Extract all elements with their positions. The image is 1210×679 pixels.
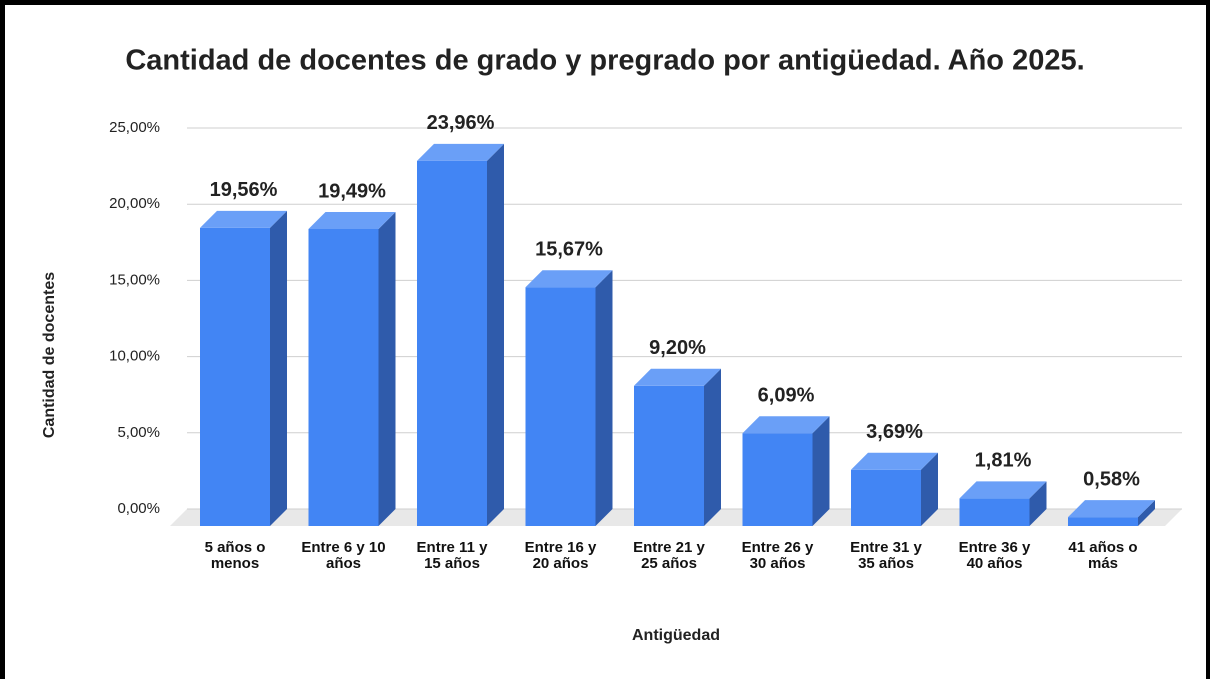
bar-top — [200, 210, 287, 228]
bar-top — [308, 211, 396, 229]
y-tick-label: 10,00% — [109, 348, 160, 365]
y-tick-label: 25,00% — [109, 119, 160, 136]
x-tick-label: 41 años o más — [1068, 539, 1138, 572]
x-tick-label: Entre 36 y 40 años — [958, 539, 1031, 572]
bar — [959, 498, 1030, 526]
bar-top — [1068, 500, 1155, 518]
y-axis-title: Cantidad de docentes — [41, 272, 58, 438]
bar — [851, 469, 921, 526]
data-label: 1,81% — [975, 450, 1032, 472]
data-label: 0,58% — [1083, 468, 1140, 490]
bar-top — [851, 452, 938, 470]
y-tick-label: 5,00% — [117, 424, 160, 441]
data-label: 15,67% — [535, 238, 603, 260]
bar-top — [742, 416, 830, 434]
bar — [200, 227, 270, 527]
data-label: 6,09% — [758, 384, 815, 406]
x-tick-label: Entre 26 y 30 años — [741, 539, 814, 572]
y-tick-label: 0,00% — [117, 500, 160, 517]
data-label: 19,49% — [318, 180, 386, 202]
bar-side — [378, 211, 396, 526]
bar-top — [417, 143, 504, 161]
x-tick-label: Entre 21 y 25 años — [633, 539, 705, 572]
x-axis-title: Antigüedad — [632, 627, 720, 644]
bar-side — [487, 143, 504, 526]
bar-side — [812, 416, 830, 526]
bar-side — [704, 368, 721, 526]
y-tick-label: 15,00% — [109, 271, 160, 288]
data-label: 19,56% — [210, 179, 278, 201]
chart-title: Cantidad de docentes de grado y pregrado… — [125, 45, 1084, 77]
bar — [1068, 517, 1138, 526]
y-tick-label: 20,00% — [109, 195, 160, 212]
data-label: 9,20% — [649, 337, 706, 359]
x-tick-label: 5 años o menos — [204, 539, 266, 572]
bar-top — [634, 368, 721, 386]
bar — [742, 433, 813, 526]
bar-side — [921, 452, 938, 526]
bar — [308, 228, 379, 526]
bar-side — [1029, 481, 1047, 526]
bar — [525, 287, 596, 526]
data-label: 3,69% — [866, 421, 923, 443]
bar — [417, 160, 487, 526]
x-tick-label: Entre 11 y 15 años — [416, 539, 488, 572]
data-label: 23,96% — [427, 112, 495, 134]
bar-side — [1138, 500, 1155, 526]
bar-side — [595, 270, 613, 526]
x-tick-label: Entre 31 y 35 años — [850, 539, 922, 572]
bar-top — [525, 270, 613, 288]
bar — [634, 385, 704, 526]
bar-side — [270, 210, 287, 527]
x-tick-label: Entre 6 y 10 años — [301, 539, 386, 572]
bar-top — [959, 481, 1047, 499]
x-tick-label: Entre 16 y 20 años — [524, 539, 597, 572]
